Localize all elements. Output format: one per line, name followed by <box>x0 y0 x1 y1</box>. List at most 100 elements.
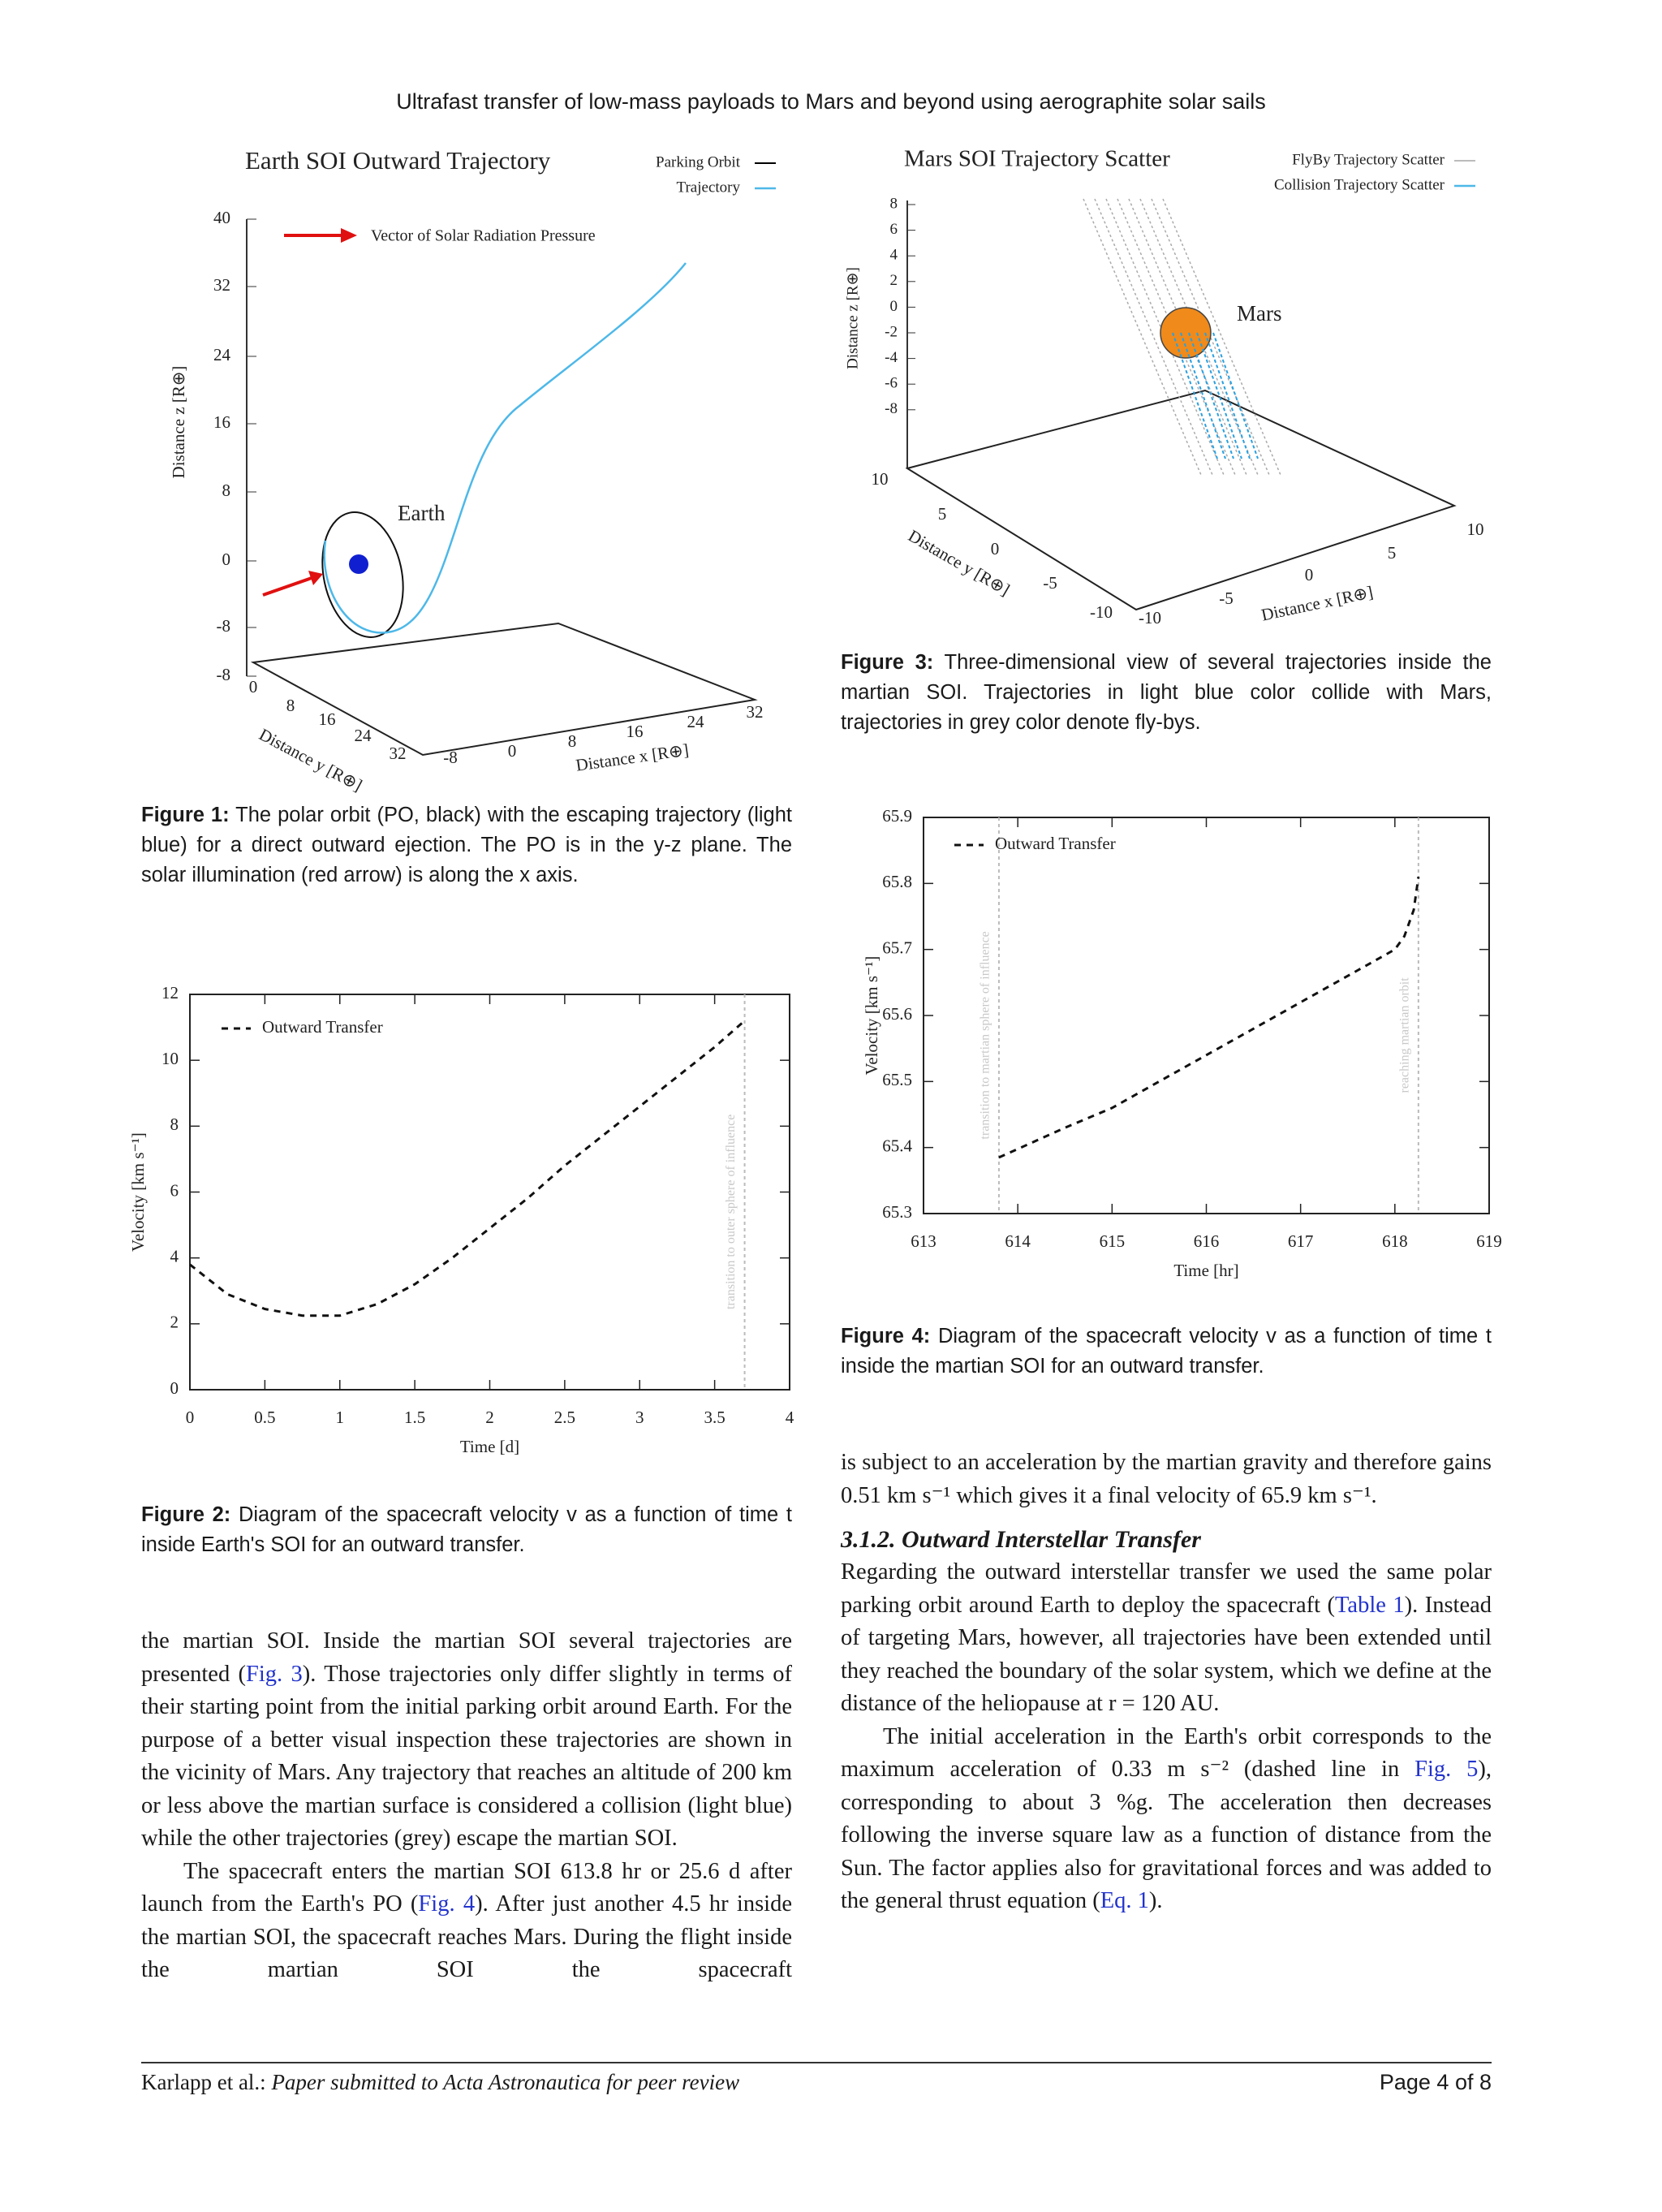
legend-label: Outward Transfer <box>262 1017 383 1037</box>
text-run: ). Instead of targeting Mars, however, a… <box>841 1592 1492 1717</box>
figure-caption: Figure 4: Diagram of the spacecraft velo… <box>841 1322 1492 1382</box>
label: 16 <box>213 412 230 432</box>
label: -6 <box>885 375 898 392</box>
y-tick-label: 65.7 <box>882 938 912 957</box>
plot-frame <box>189 994 790 1391</box>
footer-page: Page 4 of 8 <box>1379 2070 1492 2094</box>
y-tick-label: 12 <box>161 983 179 1003</box>
label: -5 <box>1219 589 1234 608</box>
caption-label: Figure 2: <box>141 1503 231 1526</box>
label: 0 <box>890 298 898 315</box>
series-line <box>189 1020 746 1317</box>
figure-caption: Figure 3: Three-dimensional view of seve… <box>841 648 1492 738</box>
caption-label: Figure 4: <box>841 1325 931 1347</box>
label: Mars SOI Trajectory Scatter <box>904 146 1170 172</box>
label: 32 <box>213 275 230 295</box>
y-axis-label: Velocity [km s⁻¹] <box>862 956 881 1076</box>
label: 0 <box>249 677 258 696</box>
text-run: ). After just another 4.5 hr inside the … <box>141 1891 792 1982</box>
label: 40 <box>213 208 230 227</box>
label: -10 <box>1090 602 1113 622</box>
cross-reference[interactable]: Fig. 3 <box>246 1661 303 1687</box>
label: -8 <box>443 748 458 767</box>
label: 10 <box>872 469 889 489</box>
label: Distance x [R⊕] <box>1259 582 1375 625</box>
y-tick-label: 10 <box>161 1049 179 1068</box>
x-tick-label: 2 <box>485 1408 494 1427</box>
paragraph: The initial acceleration in the Earth's … <box>841 1721 1492 1918</box>
label: -4 <box>885 349 898 366</box>
mars <box>1160 307 1212 359</box>
x-tick-label: 619 <box>1476 1231 1502 1251</box>
y-tick-label: 65.3 <box>882 1202 912 1222</box>
earth <box>349 554 368 574</box>
section-heading: 3.1.2. Outward Interstellar Transfer <box>841 1526 1201 1553</box>
x-tick-label: 616 <box>1194 1231 1220 1251</box>
label: 6 <box>890 221 898 238</box>
label: 16 <box>626 722 644 741</box>
label: 8 <box>568 731 577 751</box>
y-tick-label: 65.9 <box>882 806 912 826</box>
label: 0 <box>508 741 517 761</box>
right-column: is subject to an acceleration by the mar… <box>841 1447 1492 1918</box>
label: 2 <box>890 272 898 289</box>
cross-reference[interactable]: Eq. 1 <box>1100 1888 1149 1913</box>
flyby-line <box>1094 198 1213 476</box>
reference-label: transition to outer sphere of influence <box>724 1115 738 1309</box>
footer-venue: Paper submitted to Acta Astronautica for… <box>271 2070 740 2094</box>
label: Distance y [R⊕] <box>256 724 365 795</box>
text-run: the martian SOI. Inside the martian SOI … <box>141 1628 792 1687</box>
text-run: Regarding the outward interstellar trans… <box>841 1559 1492 1618</box>
x-tick-label: 613 <box>911 1231 936 1251</box>
text-run: The initial acceleration in the Earth's … <box>841 1723 1492 1783</box>
trajectory <box>323 262 687 634</box>
floor <box>250 622 758 757</box>
y-tick-label: 8 <box>170 1115 179 1134</box>
legend-label: Outward Transfer <box>995 834 1116 853</box>
label: -10 <box>1139 608 1161 627</box>
x-tick-label: 1 <box>336 1408 345 1427</box>
flyby-line <box>1128 198 1247 476</box>
label: Earth SOI Outward Trajectory <box>245 146 551 175</box>
x-axis-label: Time [d] <box>460 1437 519 1456</box>
y-axis-label: Velocity [km s⁻¹] <box>128 1132 148 1252</box>
footer-authors: Karlapp et al.: <box>141 2070 266 2094</box>
cross-reference[interactable]: Fig. 5 <box>1414 1757 1479 1782</box>
label: 24 <box>355 726 372 745</box>
series-line <box>998 876 1420 1159</box>
cross-reference[interactable]: Table 1 <box>1335 1592 1405 1618</box>
arrow-head <box>341 228 357 243</box>
label: 5 <box>1388 543 1397 563</box>
caption-text: Three-dimensional view of several trajec… <box>841 651 1492 734</box>
x-tick-label: 3 <box>635 1408 644 1427</box>
flyby-line <box>1117 198 1236 476</box>
y-tick-label: 6 <box>170 1180 179 1200</box>
arrow-head <box>308 571 323 585</box>
label: 0 <box>991 539 1000 558</box>
x-tick-label: 618 <box>1382 1231 1408 1251</box>
x-tick-label: 0.5 <box>254 1408 275 1427</box>
label: Earth <box>398 501 446 525</box>
x-tick-label: 4 <box>786 1408 794 1427</box>
text-run: is subject to an acceleration by the mar… <box>841 1450 1492 1508</box>
label: 4 <box>890 247 898 264</box>
label: 8 <box>286 696 295 715</box>
label: Parking Orbit <box>656 153 741 170</box>
running-header: Ultrafast transfer of low-mass payloads … <box>396 89 1266 114</box>
label: -8 <box>885 400 898 417</box>
flyby-line <box>1139 198 1259 476</box>
x-tick-label: 2.5 <box>554 1408 575 1427</box>
label: Trajectory <box>677 179 741 196</box>
label: 10 <box>1467 520 1484 539</box>
label: Distance y [R⊕] <box>905 526 1013 600</box>
flyby-line <box>1151 198 1270 476</box>
flyby-line <box>1162 198 1281 476</box>
paragraph: the martian SOI. Inside the martian SOI … <box>141 1625 792 1856</box>
label: Distance z [R⊕] <box>169 366 188 479</box>
cross-reference[interactable]: Fig. 4 <box>418 1891 476 1917</box>
footer-left: Karlapp et al.: Paper submitted to Acta … <box>141 2070 739 2095</box>
y-tick-label: 2 <box>170 1313 179 1332</box>
label: 8 <box>890 195 898 212</box>
y-tick-label: 65.8 <box>882 872 912 891</box>
figure-caption: Figure 2: Diagram of the spacecraft velo… <box>141 1500 792 1560</box>
